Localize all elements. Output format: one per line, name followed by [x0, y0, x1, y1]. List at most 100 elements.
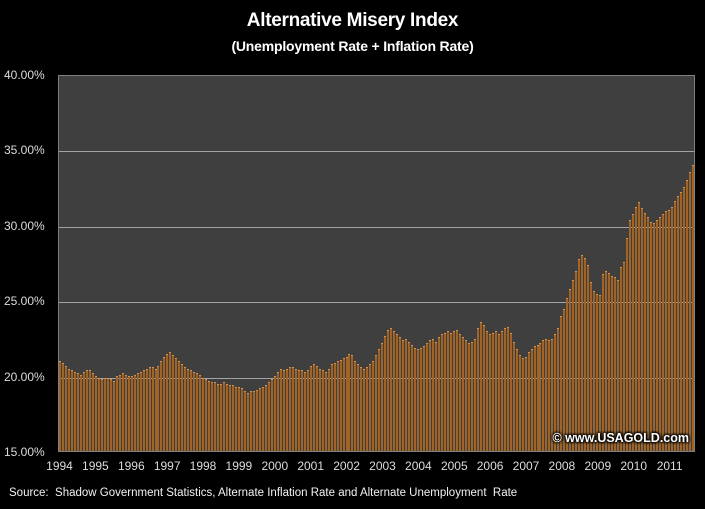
bar [446, 331, 449, 451]
bar [193, 371, 196, 451]
bar [602, 274, 605, 451]
bar [294, 368, 297, 451]
bar [679, 191, 682, 451]
bar [354, 361, 357, 451]
bar [318, 368, 321, 451]
bar [118, 374, 121, 451]
bar [264, 385, 267, 451]
bar [408, 341, 411, 451]
bar [160, 361, 163, 451]
bar [676, 196, 679, 451]
bar [133, 374, 136, 451]
bar [100, 379, 103, 451]
bar [378, 349, 381, 451]
bar [405, 338, 408, 451]
bar [509, 332, 512, 451]
bar [235, 386, 238, 451]
bar [79, 374, 82, 451]
bar [244, 391, 247, 451]
bar [551, 338, 554, 451]
bar [73, 371, 76, 451]
chart-subtitle: (Unemployment Rate + Inflation Rate) [231, 38, 474, 54]
bar [229, 385, 232, 451]
x-axis-tick-label: 2008 [548, 459, 576, 473]
bar [199, 374, 202, 451]
bar [181, 364, 184, 451]
bar [581, 254, 584, 451]
watermark: © www.USAGOLD.com [552, 431, 689, 445]
x-axis-tick-label: 1996 [117, 459, 145, 473]
bar [163, 356, 166, 451]
x-axis-tick-label: 2005 [440, 459, 468, 473]
x-axis-tick-label: 1998 [189, 459, 217, 473]
bar [673, 200, 676, 451]
bar [247, 392, 250, 451]
bar [411, 344, 414, 451]
bar [587, 265, 590, 451]
bar [366, 367, 369, 451]
bar [572, 280, 575, 451]
x-axis-tick-label: 2001 [297, 459, 325, 473]
gridline [59, 151, 694, 153]
bar [527, 352, 530, 451]
bar [470, 341, 473, 451]
bar [691, 164, 694, 451]
bar [169, 352, 172, 451]
bar [608, 272, 611, 451]
bar [145, 368, 148, 451]
y-axis-tick-label: 25.00% [4, 294, 45, 309]
bar [652, 223, 655, 451]
bar [518, 355, 521, 451]
bar [333, 362, 336, 451]
bar [432, 338, 435, 451]
bar [611, 275, 614, 451]
bar [345, 356, 348, 451]
bar [497, 334, 500, 451]
bar [214, 382, 217, 451]
chart-title: Alternative Misery Index [246, 10, 459, 31]
bar [261, 386, 264, 451]
bar [685, 179, 688, 451]
bar [67, 368, 70, 451]
bar [315, 365, 318, 451]
bar [524, 356, 527, 451]
bar [536, 344, 539, 451]
bar [127, 376, 130, 451]
bar [148, 367, 151, 451]
bar [563, 308, 566, 451]
bar [85, 370, 88, 451]
x-axis-tick-label: 2009 [584, 459, 612, 473]
bar [390, 328, 393, 451]
bar [139, 371, 142, 451]
bar [190, 370, 193, 451]
bar [297, 370, 300, 451]
bar [103, 377, 106, 451]
bar [351, 355, 354, 451]
bar [375, 355, 378, 451]
bar [267, 382, 270, 451]
bar [321, 370, 324, 451]
bar [623, 262, 626, 451]
bar [658, 217, 661, 451]
bar [130, 376, 133, 451]
bar [288, 367, 291, 451]
bar [670, 206, 673, 451]
bar [548, 340, 551, 451]
bar [172, 355, 175, 451]
bar [211, 382, 214, 451]
bar [154, 368, 157, 451]
bar [533, 346, 536, 451]
bar [291, 367, 294, 451]
bar [506, 326, 509, 451]
bar [357, 364, 360, 451]
bar [393, 331, 396, 451]
bar [599, 295, 602, 451]
bar [476, 328, 479, 451]
bar [515, 349, 518, 451]
bar [646, 217, 649, 451]
bar [593, 290, 596, 451]
bar [584, 257, 587, 451]
bar [330, 364, 333, 451]
bar [157, 365, 160, 451]
bar [285, 368, 288, 451]
